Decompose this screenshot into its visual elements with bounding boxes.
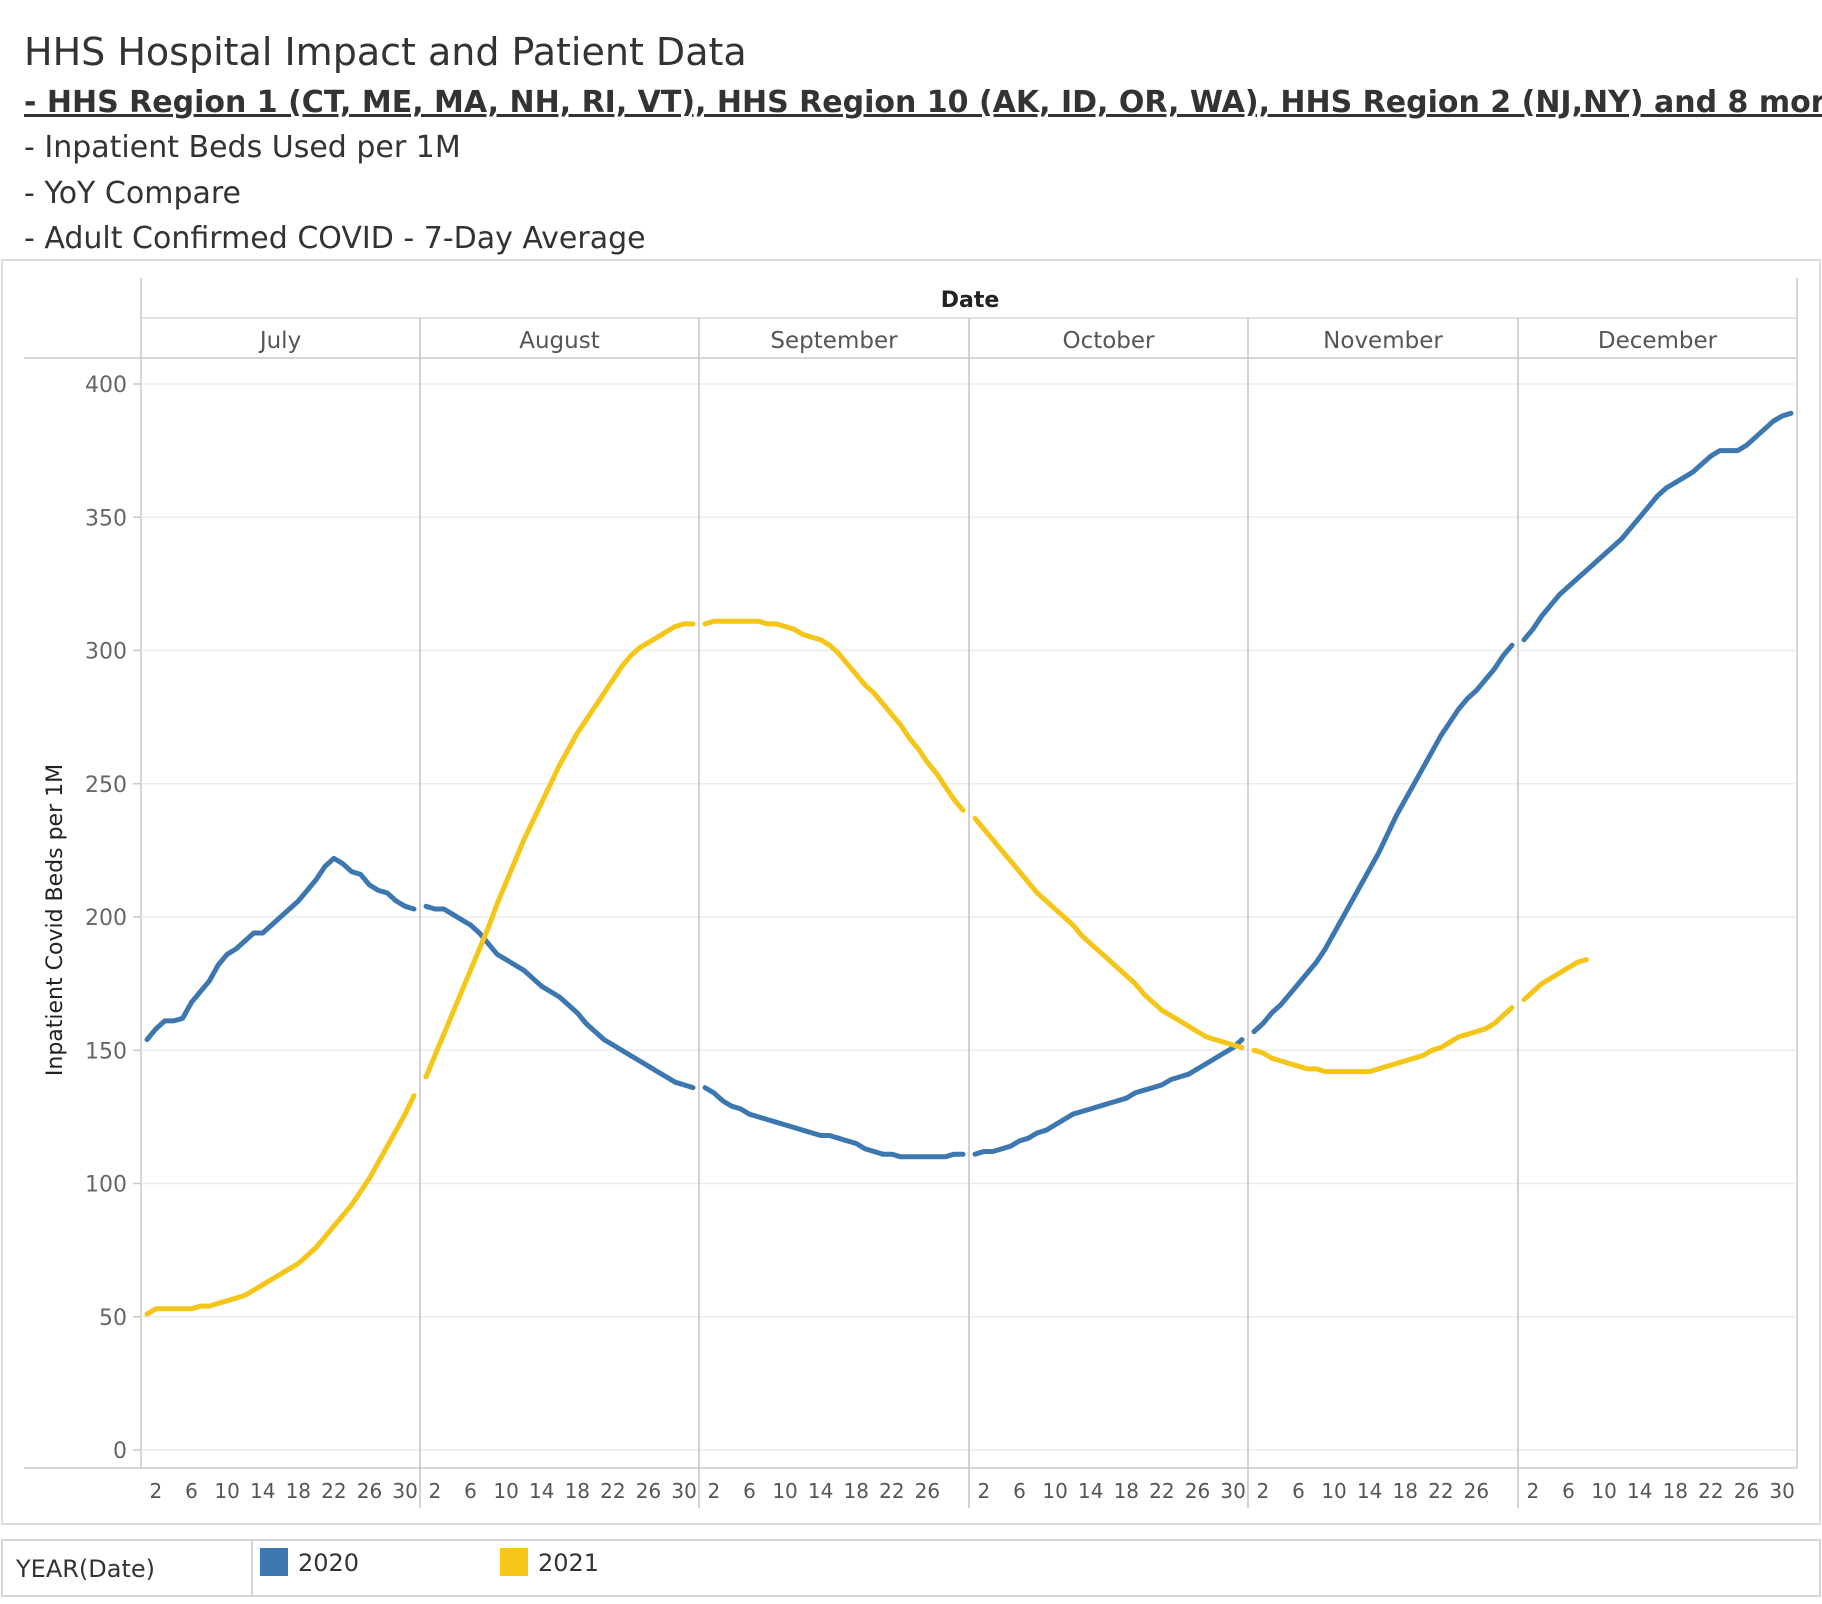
y-tick-label: 350 — [85, 506, 127, 531]
filter-subtitle[interactable]: - HHS Region 1 (CT, ME, MA, NH, RI, VT),… — [24, 85, 1822, 120]
x-tick-label: 26 — [1734, 1479, 1759, 1503]
x-tick-label: 6 — [464, 1479, 477, 1503]
page-title: HHS Hospital Impact and Patient Data — [24, 30, 747, 74]
legend-frame — [1, 1539, 1821, 1597]
x-tick-label: 18 — [844, 1479, 869, 1503]
x-tick-label: 14 — [1627, 1479, 1652, 1503]
x-tick-label: 10 — [1321, 1479, 1346, 1503]
plot-area[interactable] — [144, 410, 1794, 1317]
date-column-header: Date — [941, 288, 1000, 313]
series-line-2021-september[interactable] — [702, 618, 966, 813]
x-tick-label: 26 — [1185, 1479, 1210, 1503]
x-tick-label: 2 — [1527, 1479, 1540, 1503]
y-axis-label: Inpatient Covid Beds per 1M — [43, 764, 68, 1076]
x-tick-label: 22 — [321, 1479, 346, 1503]
x-tick-label: 18 — [565, 1479, 590, 1503]
series-line-2021-october[interactable] — [972, 815, 1245, 1051]
x-tick-label: 26 — [1464, 1479, 1489, 1503]
x-tick-label: 18 — [1663, 1479, 1688, 1503]
series-2020[interactable] — [144, 410, 1794, 1160]
x-tick-label: 30 — [671, 1479, 696, 1503]
y-tick-label: 200 — [85, 906, 127, 931]
y-tick-label: 50 — [99, 1306, 127, 1331]
legend: YEAR(Date) 2020 2021 — [1, 1539, 1821, 1597]
x-tick-label: 30 — [1220, 1479, 1245, 1503]
x-tick-label: 10 — [214, 1479, 239, 1503]
x-tick-label: 18 — [286, 1479, 311, 1503]
y-tick-label: 150 — [85, 1039, 127, 1064]
x-tick-label: 14 — [529, 1479, 554, 1503]
chart-frame — [1, 259, 1821, 1525]
series-line-2020-november[interactable] — [1251, 642, 1515, 1035]
y-axis: 0 50 100 150 200 250 300 350 400 — [85, 373, 141, 1464]
month-header-august: August — [519, 328, 600, 354]
y-tick-label: 250 — [85, 773, 127, 798]
x-tick-label: 2 — [708, 1479, 721, 1503]
legend-swatch-2020[interactable] — [260, 1548, 288, 1576]
x-tick-label: 6 — [1562, 1479, 1575, 1503]
x-tick-label: 2 — [1257, 1479, 1270, 1503]
x-tick-label: 10 — [772, 1479, 797, 1503]
x-tick-label: 14 — [250, 1479, 275, 1503]
x-tick-label: 10 — [1042, 1479, 1067, 1503]
x-tick-label: 18 — [1114, 1479, 1139, 1503]
legend-label-2021[interactable]: 2021 — [538, 1549, 599, 1577]
x-tick-label: 22 — [1698, 1479, 1723, 1503]
x-tick-label: 14 — [1078, 1479, 1103, 1503]
x-tick-label: 26 — [636, 1479, 661, 1503]
series-line-2020-october[interactable] — [972, 1037, 1245, 1157]
series-line-2021-november[interactable] — [1251, 1005, 1515, 1075]
series-2021[interactable] — [144, 618, 1589, 1317]
x-tick-label: 6 — [1292, 1479, 1305, 1503]
x-tick-label: 10 — [493, 1479, 518, 1503]
legend-swatch-2021[interactable] — [500, 1548, 528, 1576]
x-tick-label: 6 — [1013, 1479, 1026, 1503]
legend-title: YEAR(Date) — [15, 1555, 155, 1583]
month-headers: July August September October November Decemb… — [258, 328, 1718, 354]
x-tick-label: 2 — [150, 1479, 163, 1503]
compare-subtitle: - YoY Compare — [24, 176, 241, 211]
y-tick-label: 300 — [85, 640, 127, 665]
x-tick-label: 30 — [392, 1479, 417, 1503]
month-header-july: July — [258, 328, 301, 354]
outer-border — [1, 259, 1821, 1525]
y-tick-label: 400 — [85, 373, 127, 398]
x-tick-label: 6 — [185, 1479, 198, 1503]
month-header-september: September — [770, 328, 898, 354]
x-tick-label: 2 — [429, 1479, 442, 1503]
x-tick-label: 6 — [743, 1479, 756, 1503]
x-tick-label: 10 — [1591, 1479, 1616, 1503]
series-line-2021-august[interactable] — [423, 621, 696, 1080]
x-tick-label: 14 — [1357, 1479, 1382, 1503]
x-tick-label: 14 — [808, 1479, 833, 1503]
series-line-2021-december[interactable] — [1521, 957, 1589, 1003]
month-header-october: October — [1062, 328, 1155, 354]
measure-subtitle: - Inpatient Beds Used per 1M — [24, 130, 461, 165]
x-tick-label: 22 — [879, 1479, 904, 1503]
y-tick-label: 100 — [85, 1173, 127, 1198]
x-tick-label: 26 — [915, 1479, 940, 1503]
series-line-2020-december[interactable] — [1521, 410, 1794, 643]
x-tick-label: 30 — [1769, 1479, 1794, 1503]
x-tick-label: 22 — [600, 1479, 625, 1503]
month-header-november: November — [1323, 328, 1443, 354]
x-tick-label: 22 — [1428, 1479, 1453, 1503]
legend-label-2020[interactable]: 2020 — [298, 1549, 359, 1577]
month-dividers — [419, 318, 1519, 1508]
series-line-2020-august[interactable] — [423, 903, 696, 1091]
month-header-december: December — [1598, 328, 1718, 354]
x-tick-label: 18 — [1393, 1479, 1418, 1503]
series-line-2020-september[interactable] — [702, 1085, 966, 1160]
x-axis: 2 6 10 14 18 22 26 30 2 6 10 14 18 22 26 30 2 6 10 14 18 22 26… — [150, 1479, 1795, 1503]
x-tick-label: 22 — [1149, 1479, 1174, 1503]
metric-subtitle: - Adult Confirmed COVID - 7-Day Average — [24, 221, 646, 256]
column-header-title: Date — [941, 288, 1000, 313]
series-line-2021-july[interactable] — [144, 1093, 417, 1317]
series-line-2020-july[interactable] — [144, 855, 417, 1043]
y-tick-label: 0 — [113, 1439, 127, 1464]
x-tick-label: 26 — [357, 1479, 382, 1503]
x-tick-label: 2 — [978, 1479, 991, 1503]
